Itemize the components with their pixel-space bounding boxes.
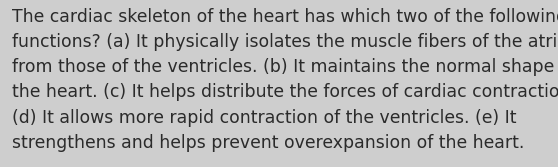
- Text: The cardiac skeleton of the heart has which two of the following
functions? (a) : The cardiac skeleton of the heart has wh…: [12, 8, 558, 152]
